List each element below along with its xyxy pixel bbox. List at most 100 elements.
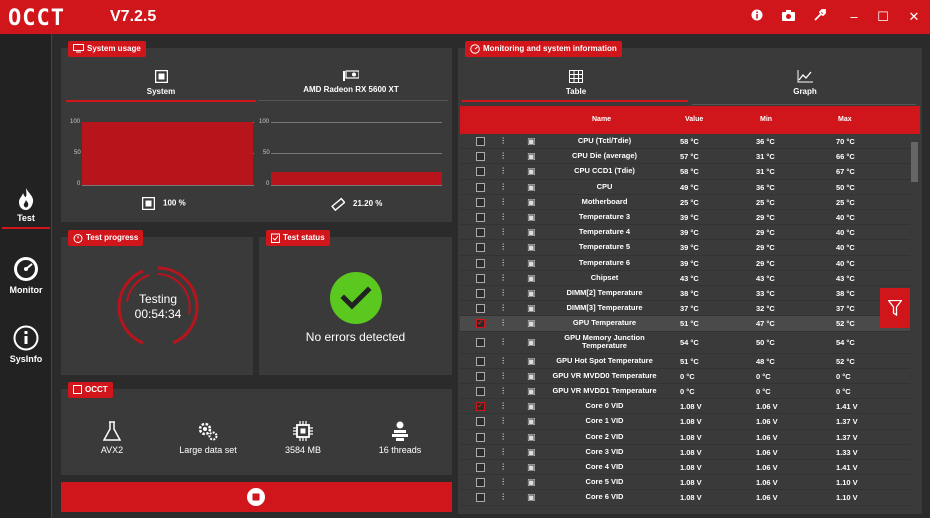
cell-max: 67 °C <box>836 167 855 177</box>
row-checkbox[interactable] <box>476 338 485 348</box>
row-checkbox[interactable] <box>476 258 485 268</box>
cell-min: 32 °C <box>756 304 775 314</box>
table-row[interactable]: ⫶ ▣ CPU CCD1 (Tdie) 58 °C 31 °C 67 °C <box>460 164 910 180</box>
col-name[interactable]: Name <box>592 116 612 123</box>
cell-max: 25 °C <box>836 197 855 207</box>
cell-value: 58 °C <box>680 167 699 177</box>
nav-test[interactable]: Test <box>0 188 52 229</box>
device-icon: ▣ <box>527 370 536 381</box>
tab-gpu[interactable]: AMD Radeon RX 5600 XT <box>280 70 422 94</box>
nav-sysinfo[interactable]: SysInfo <box>0 325 52 364</box>
row-checkbox[interactable] <box>476 213 485 223</box>
cell-min: 36 °C <box>756 137 775 147</box>
tab-table[interactable]: Table <box>546 70 606 96</box>
table-row[interactable]: ⫶ ▣ CPU Die (average) 57 °C 31 °C 66 °C <box>460 149 910 165</box>
col-min[interactable]: Min <box>760 116 773 123</box>
table-row[interactable]: ⫶ ▣ Core 5 VID 1.08 V 1.06 V 1.10 V <box>460 475 910 491</box>
table-row[interactable]: ⫶ ▣ GPU Hot Spot Temperature 51 °C 48 °C 52 °… <box>460 354 910 369</box>
gpu-grid-line <box>271 153 442 154</box>
cell-name: Temperature 5 <box>578 242 631 252</box>
table-row[interactable]: ⫶ ▣ Chipset 43 °C 43 °C 43 °C <box>460 271 910 286</box>
cell-max: 40 °C <box>836 258 855 268</box>
sensor-type-icon: ⫶ <box>502 181 505 192</box>
settings-button[interactable] <box>811 8 829 26</box>
row-checkbox[interactable] <box>476 447 485 457</box>
table-row[interactable]: ⫶ ▣ Core 4 VID 1.08 V 1.06 V 1.41 V <box>460 460 910 476</box>
cell-value: 49 °C <box>680 182 699 192</box>
row-checkbox[interactable] <box>476 317 485 329</box>
col-max[interactable]: Max <box>838 116 852 123</box>
tab-system[interactable]: System <box>130 70 192 96</box>
table-row[interactable]: ⫶ ▣ Core 2 VID 1.08 V 1.06 V 1.37 V <box>460 430 910 445</box>
row-checkbox[interactable] <box>476 304 485 314</box>
nav-monitor[interactable]: Monitor <box>0 256 52 295</box>
row-checkbox[interactable] <box>476 371 485 381</box>
info-button[interactable] <box>748 8 766 26</box>
table-row[interactable]: ⫶ ▣ CPU 49 °C 36 °C 50 °C <box>460 180 910 195</box>
table-row[interactable]: ⫶ ▣ Core 6 VID 1.08 V 1.06 V 1.10 V <box>460 490 910 506</box>
table-row[interactable]: ⫶ ▣ Temperature 3 39 °C 29 °C 40 °C <box>460 210 910 226</box>
table-row[interactable]: ⫶ ▣ Temperature 6 39 °C 29 °C 40 °C <box>460 256 910 271</box>
table-row[interactable]: ⫶ ▣ GPU VR MVDD0 Temperature 0 °C 0 °C 0 °C <box>460 369 910 384</box>
cell-max: 70 °C <box>836 137 855 147</box>
table-row[interactable]: ⫶ ▣ Temperature 4 39 °C 29 °C 40 °C <box>460 225 910 241</box>
row-checkbox[interactable] <box>476 182 485 192</box>
row-checkbox[interactable] <box>476 387 485 397</box>
table-row[interactable]: ⫶ ▣ GPU Temperature 51 °C 47 °C 52 °C <box>460 316 910 332</box>
test-progress-title: Test progress <box>68 230 144 246</box>
table-row[interactable]: ⫶ ▣ GPU VR MVDD1 Temperature 0 °C 0 °C 0 °C <box>460 384 910 400</box>
row-checkbox[interactable] <box>476 400 485 412</box>
col-value[interactable]: Value <box>685 116 704 123</box>
scrollbar-thumb[interactable] <box>911 142 918 182</box>
row-checkbox[interactable] <box>476 493 485 503</box>
row-checkbox[interactable] <box>476 417 485 427</box>
row-checkbox[interactable] <box>476 243 485 253</box>
stop-test-button[interactable] <box>61 482 452 512</box>
row-checkbox[interactable] <box>476 356 485 366</box>
table-row[interactable]: ⫶ ▣ CPU (Tctl/Tdie) 58 °C 36 °C 70 °C <box>460 134 910 150</box>
cell-max: 54 °C <box>836 338 855 348</box>
device-icon: ▣ <box>527 492 536 503</box>
cell-min: 33 °C <box>756 289 775 299</box>
test-progress-panel <box>61 237 253 375</box>
table-row[interactable]: ⫶ ▣ Motherboard 25 °C 25 °C 25 °C <box>460 195 910 210</box>
tab-graph-underline <box>692 104 916 105</box>
table-row[interactable]: ⫶ ▣ Temperature 5 39 °C 29 °C 40 °C <box>460 240 910 256</box>
occt-settings-panel <box>61 389 452 475</box>
tab-graph[interactable]: Graph <box>775 70 835 96</box>
row-checkbox[interactable] <box>476 289 485 299</box>
screenshot-button[interactable] <box>779 8 797 26</box>
row-checkbox[interactable] <box>476 167 485 177</box>
cell-name: CPU (Tctl/Tdie) <box>577 136 632 145</box>
table-row[interactable]: ⫶ ▣ Core 0 VID 1.08 V 1.06 V 1.41 V <box>460 399 910 415</box>
row-checkbox[interactable] <box>476 273 485 283</box>
maximize-button[interactable]: ☐ <box>877 9 889 24</box>
filter-icon <box>888 300 902 316</box>
table-row[interactable]: ⫶ ▣ DIMM[2] Temperature 38 °C 33 °C 38 °C <box>460 286 910 302</box>
filter-button[interactable] <box>880 288 910 328</box>
table-row[interactable]: ⫶ ▣ DIMM[3] Temperature 37 °C 32 °C 37 °C <box>460 301 910 317</box>
cell-value: 1.08 V <box>680 478 702 488</box>
row-checkbox[interactable] <box>476 463 485 473</box>
table-scrollbar[interactable] <box>910 134 919 510</box>
cell-value: 54 °C <box>680 338 699 348</box>
table-row[interactable]: ⫶ ▣ GPU Memory Junction Temperature 54 °C 50… <box>460 332 910 354</box>
cpu-icon <box>154 70 168 83</box>
table-header: Name Value Min Max <box>460 106 920 134</box>
occt-item-threads: 16 threads <box>370 421 430 455</box>
minimize-button[interactable]: – <box>850 9 858 24</box>
stop-icon <box>247 488 265 506</box>
nav-monitor-label: Monitor <box>9 285 43 295</box>
cell-name: CPU CCD1 (Tdie) <box>574 166 635 176</box>
cell-value: 58 °C <box>680 137 699 147</box>
cell-min: 0 °C <box>756 371 771 381</box>
row-checkbox[interactable] <box>476 197 485 207</box>
close-button[interactable]: ✕ <box>908 9 920 24</box>
row-checkbox[interactable] <box>476 432 485 442</box>
table-row[interactable]: ⫶ ▣ Core 3 VID 1.08 V 1.06 V 1.33 V <box>460 445 910 460</box>
table-row[interactable]: ⫶ ▣ Core 1 VID 1.08 V 1.06 V 1.37 V <box>460 414 910 430</box>
row-checkbox[interactable] <box>476 137 485 147</box>
row-checkbox[interactable] <box>476 228 485 238</box>
row-checkbox[interactable] <box>476 478 485 488</box>
row-checkbox[interactable] <box>476 152 485 162</box>
